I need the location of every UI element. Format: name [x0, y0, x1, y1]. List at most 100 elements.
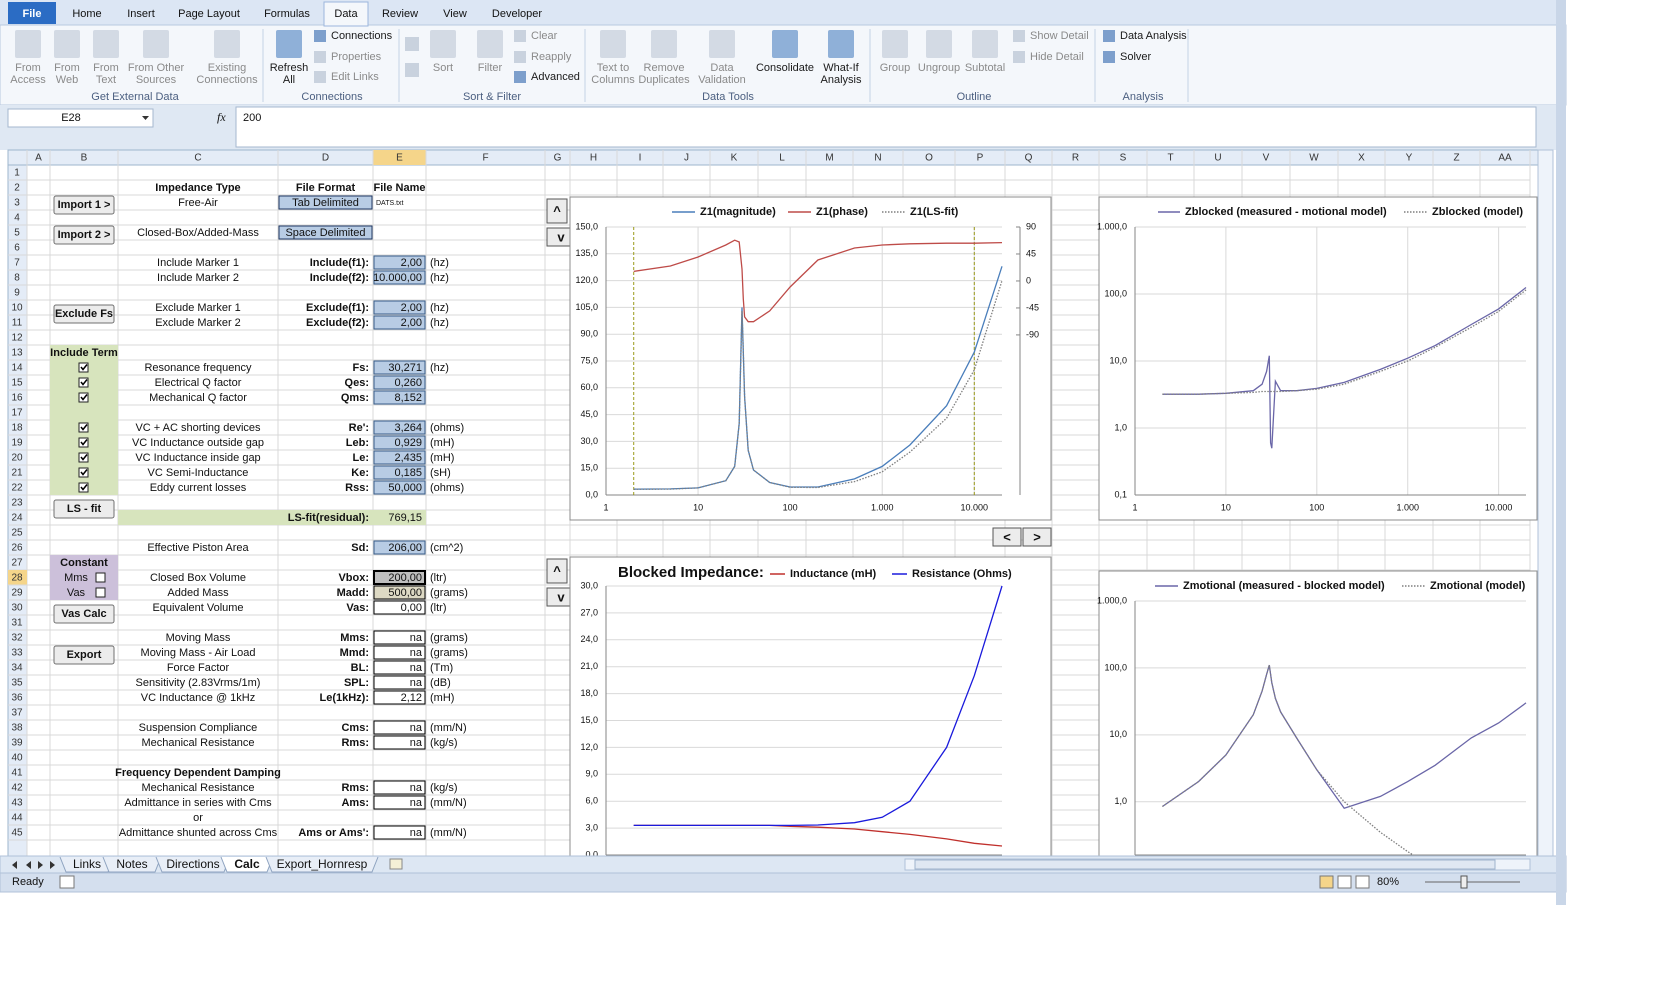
macro-button[interactable] — [53, 304, 115, 324]
ribbon-button[interactable]: Remove — [644, 62, 685, 74]
button-label[interactable]: Vas Calc — [61, 608, 106, 620]
ribbon-tab[interactable]: Insert — [127, 8, 155, 20]
sheet-tab[interactable]: Notes — [116, 857, 147, 871]
chart-frame — [569, 556, 1052, 857]
ribbon-button[interactable]: All — [283, 74, 295, 86]
button-label[interactable]: Import 1 > — [58, 199, 111, 211]
ribbon-tab[interactable]: Review — [382, 8, 418, 20]
row-header: 26 — [11, 543, 23, 554]
ribbon-button[interactable]: Properties — [331, 51, 382, 63]
ribbon-button[interactable]: From — [54, 62, 80, 74]
ribbon-tab[interactable]: Home — [72, 8, 101, 20]
ribbon-button[interactable]: Advanced — [531, 71, 580, 83]
ribbon-tab[interactable]: Formulas — [264, 8, 310, 20]
ribbon-button[interactable]: Filter — [478, 62, 503, 74]
column-header: C — [194, 153, 201, 164]
ribbon-button[interactable]: Web — [56, 74, 78, 86]
checkbox[interactable] — [78, 422, 89, 433]
nav-button-label[interactable]: v — [557, 589, 565, 604]
ribbon-button[interactable]: Data — [710, 62, 734, 74]
nav-button[interactable] — [1022, 527, 1052, 547]
ribbon-button[interactable]: Sort — [433, 62, 453, 74]
ribbon-tab[interactable]: File — [23, 8, 42, 20]
cell-text: 0,185 — [394, 467, 422, 479]
ribbon-button[interactable]: Show Detail — [1030, 30, 1089, 42]
ribbon-button[interactable]: Hide Detail — [1030, 51, 1084, 63]
ribbon-button[interactable]: Existing — [208, 62, 247, 74]
checkbox[interactable] — [78, 467, 89, 478]
ribbon-button[interactable]: Text — [96, 74, 116, 86]
ribbon-button[interactable]: Clear — [531, 30, 558, 42]
checkbox[interactable] — [78, 362, 89, 373]
ribbon-button[interactable]: Group — [880, 62, 911, 74]
file-tab — [8, 2, 56, 24]
checkbox[interactable] — [78, 437, 89, 448]
checkbox[interactable] — [78, 392, 89, 403]
ribbon-button[interactable]: Connections — [331, 30, 393, 42]
charts: 0,0 15,0 30,0 45,0 60,0 75,0 90,0 105,0 120,0 135… — [569, 196, 1538, 859]
nav-button-label[interactable]: > — [1033, 529, 1041, 544]
ribbon-tab[interactable]: View — [443, 8, 467, 20]
ribbon-button[interactable]: Validation — [698, 74, 746, 86]
button-label[interactable]: Import 2 > — [58, 229, 111, 241]
ribbon-button[interactable]: Ungroup — [918, 62, 960, 74]
nav-button-label[interactable]: v — [557, 229, 565, 244]
ribbon-button[interactable]: Connections — [196, 74, 258, 86]
nav-button[interactable] — [992, 527, 1022, 547]
checkbox[interactable] — [78, 377, 89, 388]
ribbon-button[interactable]: Duplicates — [638, 74, 690, 86]
nav-button-label[interactable]: ^ — [553, 203, 561, 218]
view-icon[interactable] — [1355, 875, 1370, 889]
ribbon-button[interactable]: Solver — [1120, 51, 1152, 63]
ribbon-button[interactable]: Consolidate — [756, 62, 814, 74]
ribbon-button[interactable]: Data Analysis — [1120, 30, 1187, 42]
ribbon-button[interactable]: Reapply — [531, 51, 572, 63]
status-area: Links Notes Directions Calc Export_Hornresp R… — [0, 0, 1567, 905]
macro-button[interactable] — [53, 195, 115, 215]
ribbon-button[interactable]: What-If — [823, 62, 859, 74]
ribbon-button[interactable]: Analysis — [821, 74, 862, 86]
ribbon-button[interactable]: From — [93, 62, 119, 74]
ribbon-button[interactable]: Text to — [597, 62, 629, 74]
checkbox[interactable] — [78, 482, 89, 493]
checkbox[interactable] — [78, 452, 89, 463]
ribbon-tab[interactable]: Page Layout — [178, 8, 240, 20]
checkbox[interactable] — [95, 587, 106, 598]
sheet-tab[interactable]: Directions — [166, 857, 219, 871]
column-header: AA — [1498, 153, 1512, 164]
macro-button[interactable] — [53, 499, 115, 519]
view-icon[interactable] — [1319, 875, 1334, 889]
ribbon-button[interactable]: Subtotal — [965, 62, 1005, 74]
output-cell — [373, 780, 426, 795]
ribbon-tab[interactable]: Developer — [492, 8, 542, 20]
sheet-tab[interactable]: Export_Hornresp — [277, 857, 368, 871]
nav-button[interactable] — [546, 558, 568, 584]
ribbon-button[interactable]: From — [15, 62, 41, 74]
column-header: O — [925, 153, 933, 164]
zoom-knob[interactable] — [1460, 875, 1468, 889]
button-label[interactable]: LS - fit — [67, 503, 102, 515]
name-box-text[interactable]: E28 — [61, 112, 81, 124]
ribbon-button[interactable]: Sources — [136, 74, 177, 86]
sheet-tab[interactable]: Calc — [234, 857, 260, 871]
checkbox[interactable] — [95, 572, 106, 583]
ribbon-tab[interactable]: Data — [334, 8, 358, 20]
ribbon-button[interactable]: Columns — [591, 74, 635, 86]
cell-text: 0,929 — [394, 437, 422, 449]
nav-button-label[interactable]: < — [1003, 529, 1011, 544]
sheet-tab[interactable]: Links — [73, 857, 101, 871]
nav-button-label[interactable]: ^ — [553, 563, 561, 578]
macro-button[interactable] — [53, 604, 115, 624]
cell-text: Vas: — [346, 602, 369, 614]
macro-button[interactable] — [53, 645, 115, 665]
button-label[interactable]: Exclude Fs — [55, 308, 113, 320]
tab-nav-arrow — [38, 861, 43, 869]
button-label[interactable]: Export — [67, 649, 102, 661]
nav-button[interactable] — [546, 198, 568, 224]
ribbon-button[interactable]: From Other — [128, 62, 185, 74]
ribbon-button[interactable]: Refresh — [270, 62, 309, 74]
ribbon-button[interactable]: Access — [10, 74, 46, 86]
macro-button[interactable] — [53, 225, 115, 245]
view-icon[interactable] — [1337, 875, 1352, 889]
ribbon-button[interactable]: Edit Links — [331, 71, 379, 83]
